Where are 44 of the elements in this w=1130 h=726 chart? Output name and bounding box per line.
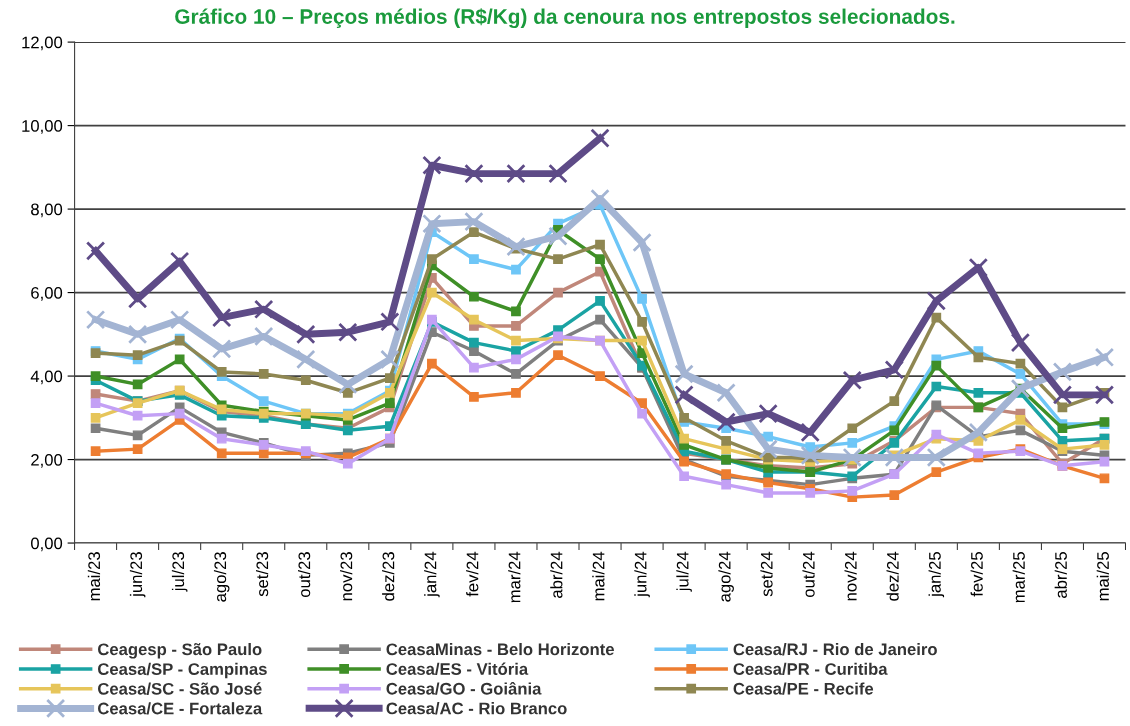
legend-label: Ceasa/CE - Fortaleza: [98, 702, 263, 715]
x-tick-label: dez/23: [382, 552, 395, 601]
x-tick-label: mai/24: [592, 551, 605, 601]
y-tick-label: 0,00: [30, 537, 63, 552]
y-tick-label: 2,00: [31, 453, 63, 468]
x-tick-label: fev/25: [970, 552, 983, 597]
x-tick-label: abr/24: [550, 551, 563, 598]
legend-label: Ceasa/AC - Rio Branco: [386, 702, 567, 715]
legend-label: Ceasa/SP - Campinas: [98, 662, 267, 679]
x-tick-label: jul/24: [676, 551, 692, 592]
legend-label: Ceasa/GO - Goiânia: [386, 682, 542, 695]
x-tick-label: out/24: [802, 551, 815, 598]
x-tick-label: set/23: [255, 552, 269, 597]
legend-label: Ceasa/PE - Recife: [733, 682, 874, 695]
x-tick-label: ago/23: [213, 552, 230, 602]
x-tick-label: mai/25: [1096, 552, 1109, 601]
legend-label: Ceasa/SC - São José: [98, 682, 262, 695]
x-tick-label: mar/24: [508, 551, 521, 603]
x-tick-label: out/23: [298, 552, 311, 598]
legend-label: Ceagesp - São Paulo: [98, 642, 262, 659]
x-tick-label: jan/25: [928, 552, 945, 598]
x-tick-label: fev/24: [466, 551, 479, 597]
x-tick-label: jun/24: [634, 551, 650, 598]
x-tick-label: set/24: [760, 551, 773, 597]
y-tick-label: 10,00: [22, 120, 63, 134]
x-tick-label: abr/25: [1054, 552, 1067, 598]
x-tick-label: jan/24: [424, 551, 440, 598]
x-tick-label: nov/23: [340, 552, 353, 601]
x-tick-label: ago/24: [718, 551, 734, 602]
y-tick-label: 12,00: [22, 36, 63, 51]
legend-label: Ceasa/PR - Curitiba: [733, 662, 888, 676]
legend-label: CeasaMinas - Belo Horizonte: [386, 642, 614, 656]
x-tick-label: nov/24: [844, 551, 857, 601]
x-tick-label: mar/25: [1012, 552, 1025, 603]
x-tick-label: mai/23: [87, 552, 101, 601]
legend-label: Ceasa/ES - Vitória: [386, 662, 529, 676]
chart-title: Gráfico 10 – Preços médios (R$/Kg) da cenoura nos entrepostos selecionados.: [175, 8, 955, 29]
y-tick-label: 4,00: [30, 370, 63, 385]
y-tick-label: 6,00: [31, 286, 63, 301]
x-tick-label: dez/24: [886, 551, 899, 601]
y-tick-label: 8,00: [31, 203, 63, 218]
x-tick-label: jul/23: [171, 552, 188, 592]
x-tick-label: jun/23: [129, 552, 146, 598]
legend-label: Ceasa/RJ - Rio de Janeiro: [733, 642, 937, 656]
